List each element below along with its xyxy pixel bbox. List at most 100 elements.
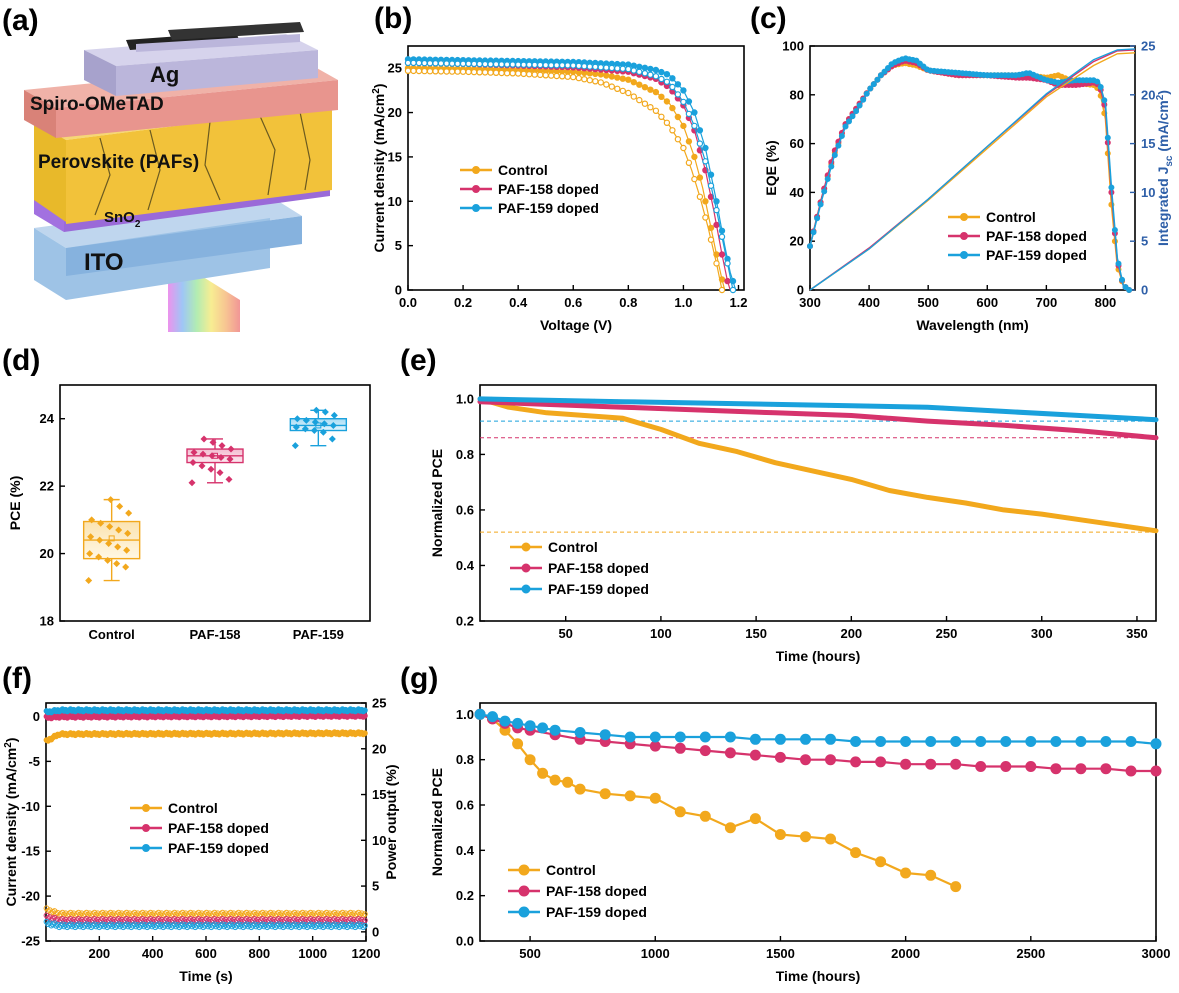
jv-point (652, 88, 660, 96)
stability-point (825, 833, 836, 845)
stability-point (677, 434, 683, 439)
stability-point (866, 403, 871, 409)
x-tick-label: 800 (248, 946, 270, 961)
stability-point (792, 464, 797, 470)
eqe-point (1118, 276, 1125, 283)
stability-point (1037, 425, 1043, 431)
jv-point (691, 109, 698, 116)
stability-point (917, 404, 923, 410)
stability-point (1000, 736, 1012, 747)
stability-point (1066, 427, 1071, 433)
stability-point (632, 405, 637, 410)
legend-marker (521, 584, 531, 594)
panel-label-d: (d) (2, 344, 40, 377)
grain-boundary-line (259, 115, 276, 196)
jv-point (718, 251, 726, 258)
stability-point (900, 758, 912, 770)
data-point (188, 479, 196, 487)
stability-point (991, 506, 997, 511)
jv-point (553, 72, 560, 80)
stability-point (800, 831, 811, 843)
stability-point (683, 407, 688, 412)
data-point (115, 526, 123, 534)
grain-boundary-line (299, 111, 311, 191)
data-point (226, 455, 234, 463)
stability-point (974, 421, 980, 426)
stability-point (832, 473, 837, 478)
legend-label: Control (498, 162, 548, 178)
stability-point (672, 406, 677, 412)
jv-point (669, 83, 676, 91)
stability-point (929, 419, 934, 424)
stability-point (1151, 528, 1157, 533)
perovskite-layer (66, 106, 332, 224)
stability-point (986, 408, 991, 413)
data-point (97, 519, 105, 527)
stability-point (580, 398, 586, 404)
data-point (106, 523, 114, 531)
y2-axis-label: Integrated Jsc (mA/cm2) (1155, 90, 1175, 246)
y2-label-sup: 2 (1155, 94, 1166, 100)
stability-point (849, 413, 854, 418)
jv-point (718, 233, 726, 240)
jv-point (575, 74, 583, 82)
stability-point (1054, 412, 1060, 417)
stability-point (677, 407, 683, 412)
stability-point (632, 399, 637, 405)
jv-point (531, 61, 538, 69)
stability-point (654, 400, 660, 405)
stability-point (574, 403, 580, 408)
stability-point (1125, 765, 1137, 777)
jv-point (680, 144, 687, 152)
legend-label: PAF-158 doped (548, 560, 649, 576)
data-point (227, 445, 235, 453)
jv-point (581, 62, 588, 70)
stability-point (1003, 507, 1008, 513)
jv-point (669, 127, 676, 134)
stability-point (1083, 429, 1088, 434)
y-tick-label: 20 (790, 234, 804, 249)
jv-point (658, 113, 665, 121)
stability-point (1151, 435, 1157, 440)
stability-point (609, 415, 614, 420)
eqe-point (1097, 83, 1104, 90)
stability-point (540, 398, 546, 403)
stability-point (763, 402, 768, 407)
y-tick-label: 0.4 (456, 843, 475, 858)
stability-point (825, 754, 836, 766)
stability-point (586, 398, 591, 404)
stability-point (991, 408, 997, 414)
ito-layer-top (34, 196, 302, 248)
eqe-point (881, 68, 888, 75)
stability-point (637, 421, 643, 426)
y-tick-label: 0.4 (456, 558, 475, 573)
stability-point (1049, 426, 1054, 431)
stability-point (872, 483, 877, 489)
stability-point (749, 733, 761, 745)
stability-point (746, 401, 751, 407)
stability-point (1123, 432, 1128, 438)
stability-point (1151, 417, 1157, 422)
stability-point (774, 461, 780, 466)
jv-point (509, 61, 516, 68)
jv-point (630, 67, 638, 74)
stability-point (1031, 511, 1037, 516)
stability-point (780, 462, 786, 467)
jv-point (625, 65, 632, 73)
stability-point (637, 399, 643, 405)
x-tick-label: 500 (917, 295, 939, 310)
stability-point (660, 427, 666, 433)
stability-point (723, 446, 728, 452)
eqe-point (828, 163, 835, 170)
stability-point (850, 736, 862, 747)
eqe-point (867, 85, 874, 92)
ag-electrode (116, 50, 318, 96)
jv-point (520, 61, 527, 68)
stability-point (624, 790, 636, 802)
stability-point (889, 404, 894, 409)
stability-point (537, 722, 549, 734)
jv-point (481, 60, 489, 68)
y2-label-sub: sc (1164, 155, 1175, 167)
stability-point (506, 405, 511, 410)
stability-point (917, 493, 923, 499)
